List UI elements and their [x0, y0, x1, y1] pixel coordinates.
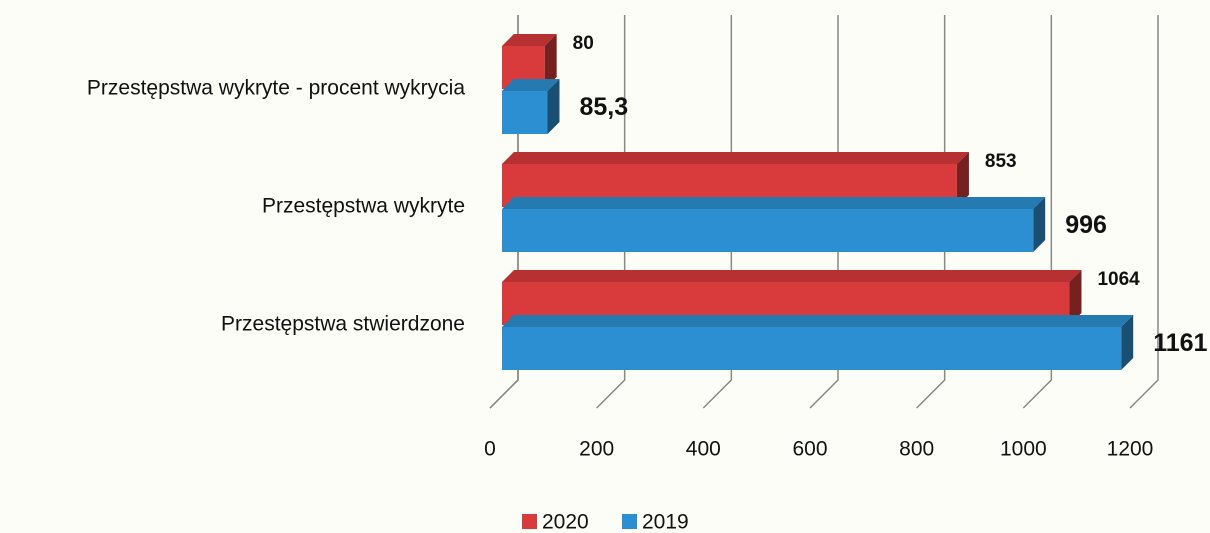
x-tick-label: 1000	[1000, 438, 1047, 461]
x-tick-label: 800	[899, 438, 934, 461]
bar	[502, 327, 1122, 370]
value-label: 853	[985, 151, 1017, 172]
bar-side	[956, 152, 969, 207]
bar-top	[502, 270, 1082, 282]
grid-line	[809, 15, 839, 409]
legend-swatch	[622, 514, 637, 529]
legend-swatch	[522, 514, 537, 529]
grid-line	[489, 15, 519, 409]
x-tick-label: 0	[484, 438, 496, 461]
value-label: 1161	[1153, 329, 1207, 357]
bar-top	[502, 152, 969, 164]
grid-line	[702, 15, 733, 409]
grid-line	[916, 15, 946, 409]
category-label: Przestępstwa stwierdzone	[221, 313, 465, 336]
x-tick-label: 600	[792, 438, 827, 461]
legend-label: 2019	[642, 511, 689, 533]
grid-line	[1022, 15, 1053, 409]
value-label: 1064	[1097, 269, 1140, 290]
bar-side	[547, 79, 560, 134]
value-label: 80	[573, 33, 594, 54]
category-label: Przestępstwa wykryte - procent wykrycia	[87, 77, 465, 100]
x-tick-label: 400	[686, 438, 721, 461]
bar	[502, 209, 1034, 252]
grid-line	[596, 15, 626, 409]
x-tick-label: 200	[579, 438, 614, 461]
bar-top	[502, 315, 1134, 327]
bar-top	[502, 197, 1046, 209]
legend-label: 2020	[542, 511, 589, 533]
bar-top	[502, 79, 560, 91]
bar-side	[544, 34, 557, 89]
bar-side	[1121, 315, 1134, 370]
bar-top	[502, 34, 557, 46]
bar	[502, 91, 548, 134]
grid-line	[1129, 15, 1159, 409]
value-label: 996	[1065, 211, 1107, 239]
bar-side	[1033, 197, 1046, 252]
category-label: Przestępstwa wykryte	[262, 195, 465, 218]
value-label: 85,3	[579, 93, 628, 121]
x-tick-label: 1200	[1107, 438, 1154, 461]
bar-side	[1069, 270, 1082, 325]
